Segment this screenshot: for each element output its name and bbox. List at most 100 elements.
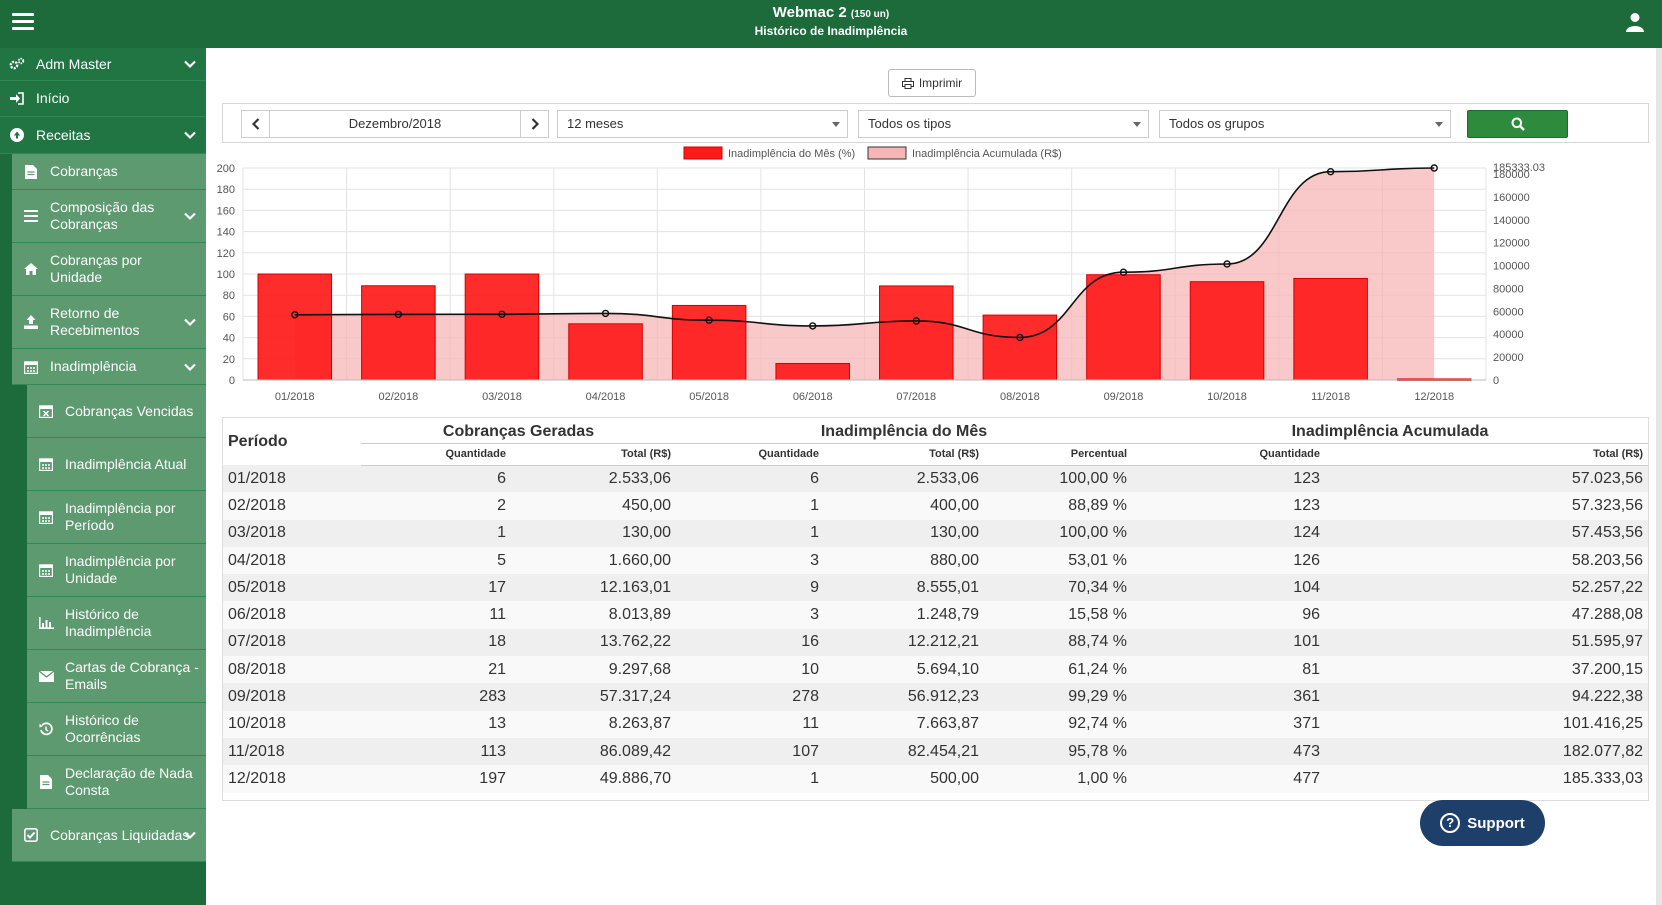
table-cell: 2.533,06 [511,465,676,493]
bar [1189,281,1265,381]
y-tick-label-left: 40 [223,333,235,345]
sidebar-item[interactable]: Histórico de Ocorrências [27,703,206,756]
line-point [1016,333,1024,342]
table-cell: 15,58 % [984,601,1132,629]
sidebar-item[interactable]: Cobranças Vencidas [27,385,206,438]
table-row: 02/2018 2 450,00 1 400,00 88,89 % 123 57.323,56 [223,492,1648,520]
y-tick-label-left: 160 [217,205,235,217]
check-square-icon [22,826,40,844]
bar [1293,277,1368,381]
table-cell: 58.203,56 [1325,546,1648,575]
y-tick-label-right: 140000 [1493,215,1530,227]
search-button[interactable] [1467,110,1568,138]
x-tick-label: 12/2018 [1414,391,1454,403]
search-icon [1511,117,1525,131]
sidebar-item[interactable]: Retorno de Recebimentos [12,296,206,349]
sidebar-item-label: Inadimplência por Período [65,500,176,533]
sidebar-item[interactable]: Adm Master [0,48,206,81]
sidebar-item-label: Inadimplência [50,358,137,374]
print-button[interactable]: Imprimir [888,69,976,97]
col-header-total: Total (R$) [511,442,676,466]
table-cell: 56.912,23 [824,683,984,711]
table-cell: 92,74 % [984,710,1132,738]
sidebar-item[interactable]: Inadimplência Atual [27,438,206,491]
data-table: Período Cobranças Geradas Inadimplência … [223,418,1648,793]
chevron-down-icon [184,131,196,140]
sidebar-item[interactable]: Início [0,81,206,117]
period-select[interactable]: 12 meses [557,110,848,138]
table-cell: 101 [1132,628,1325,657]
type-select-value: Todos os tipos [868,116,952,131]
line-point [1430,164,1438,172]
table-cell: 1.660,00 [511,546,676,575]
table-cell: 477 [1132,765,1325,793]
table-cell: 16 [676,628,824,657]
y-tick-label-right: 0 [1493,375,1499,387]
next-month-button[interactable] [520,111,548,137]
group-header-cobrancas-geradas: Cobranças Geradas [442,423,595,441]
y-tick-label-right: 20000 [1493,352,1524,364]
x-tick-label: 08/2018 [1000,391,1040,403]
col-header-quantidade: Quantidade [676,442,824,466]
sidebar-item[interactable]: Receitas [0,117,206,154]
table-cell: 107 [676,737,824,766]
table-cell: 123 [1132,492,1325,520]
question-icon: ? [1440,813,1461,833]
app-name: Webmac 2 [772,4,847,21]
x-tick-label: 03/2018 [482,391,522,403]
app-title: Webmac 2 (150 un) [0,4,1662,24]
sidebar-item[interactable]: Cobranças [12,154,206,190]
table-cell: 130,00 [511,519,676,547]
table-row: 03/2018 1 130,00 1 130,00 100,00 % 124 57.453,5… [223,519,1648,547]
bar [361,285,436,381]
sidebar-item[interactable]: Declaração de Nada Consta [27,756,206,809]
table-cell: 500,00 [824,765,984,793]
line-point [394,310,403,319]
table-cell: 124 [1132,519,1325,547]
sidebar-item[interactable]: Cartas de Cobrança - Emails [27,650,206,703]
sidebar-item[interactable]: Cobranças Liquidadas [12,809,206,862]
hamburger-menu-icon[interactable] [12,13,34,35]
table-cell: 100,00 % [984,519,1132,547]
file-icon [22,163,40,181]
previous-month-button[interactable] [242,111,270,137]
table-cell: 1 [676,765,824,793]
table-cell: 21 [361,656,511,684]
sidebar-item[interactable]: Inadimplência [12,349,206,385]
table-cell: 10/2018 [223,710,361,738]
table-cell: 2 [361,492,511,520]
list-icon [22,207,40,225]
upload-icon [22,313,40,331]
table-cell: 100,00 % [984,465,1132,493]
user-icon[interactable] [1626,12,1648,34]
bar [982,314,1058,381]
current-month[interactable]: Dezembro/2018 [348,116,442,131]
x-tick-label: 11/2018 [1311,391,1350,403]
x-tick-label: 09/2018 [1104,391,1144,403]
x-tick-label: 04/2018 [586,391,626,403]
printer-icon [901,77,914,89]
group-select[interactable]: Todos os grupos [1159,110,1451,138]
type-select[interactable]: Todos os tipos [858,110,1149,138]
table-cell: 57.317,24 [511,683,676,711]
sidebar-item[interactable]: Cobranças por Unidade [12,243,206,296]
table-cell: 283 [361,683,511,711]
sidebar-item-label: Cartas de Cobrança - Emails [65,659,199,692]
table-cell: 82.454,21 [824,737,984,766]
table-cell: 06/2018 [223,601,361,629]
sidebar-item[interactable]: Histórico de Inadimplência [27,597,206,650]
table-row: 09/2018 283 57.317,24 278 56.912,23 99,29 % 36… [223,683,1648,711]
table-cell: 57.023,56 [1325,465,1648,493]
col-header-total: Total (R$) [824,442,984,466]
table-cell: 95,78 % [984,737,1132,766]
sidebar-item[interactable]: Composição das Cobranças [12,190,206,243]
sidebar-item[interactable]: Inadimplência por Período [27,491,206,544]
sidebar-item[interactable]: Inadimplência por Unidade [27,544,206,597]
table-row: 08/2018 21 9.297,68 10 5.694,10 61,24 % 81 37.2… [223,656,1648,684]
table-row: 10/2018 13 8.263,87 11 7.663,87 92,74 % 371 101… [223,710,1648,738]
support-button[interactable]: ? Support [1420,800,1545,846]
history-icon [37,720,55,738]
sidebar-item-label: Composição das Cobranças [50,199,155,232]
y-tick-label-left: 120 [217,248,235,260]
table-cell: 5.694,10 [824,656,984,684]
